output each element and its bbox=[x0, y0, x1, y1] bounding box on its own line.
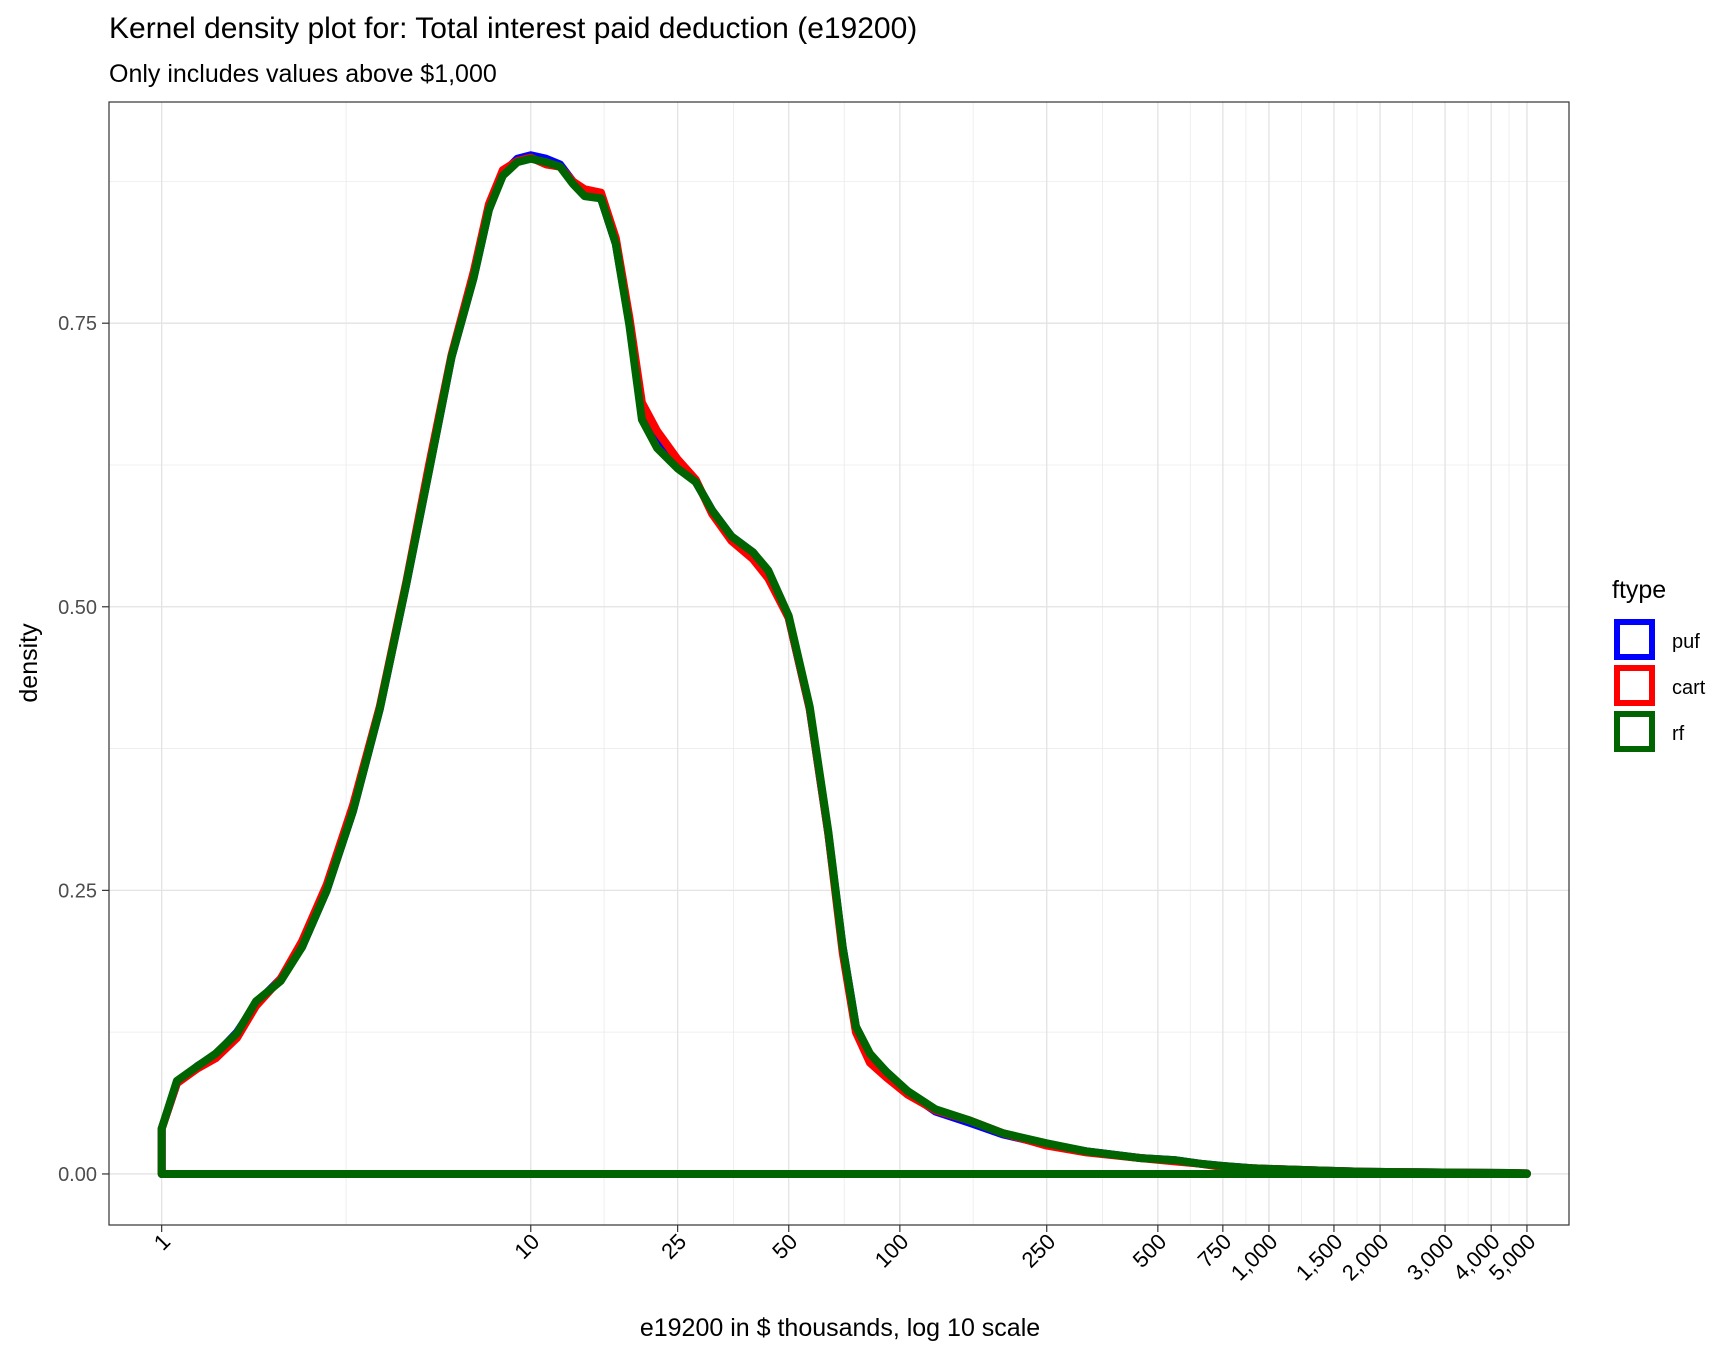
legend-label-puf: puf bbox=[1672, 631, 1700, 653]
legend-label-rf: rf bbox=[1672, 723, 1685, 745]
y-tick-label: 0.75 bbox=[58, 313, 97, 335]
y-tick-label: 0.25 bbox=[58, 880, 97, 902]
legend-label-cart: cart bbox=[1672, 677, 1706, 699]
x-axis-title: e19200 in $ thousands, log 10 scale bbox=[640, 1314, 1040, 1342]
y-axis-title: density bbox=[15, 623, 43, 703]
legend-key-cart bbox=[1617, 668, 1652, 703]
chart-subtitle: Only includes values above $1,000 bbox=[109, 60, 497, 88]
y-tick-label: 0.50 bbox=[58, 597, 97, 619]
legend-key-rf bbox=[1617, 714, 1652, 749]
legend-title: ftype bbox=[1612, 576, 1666, 604]
chart-title: Kernel density plot for: Total interest … bbox=[109, 12, 917, 45]
legend-key-puf bbox=[1617, 622, 1652, 657]
y-tick-label: 0.00 bbox=[58, 1164, 97, 1186]
